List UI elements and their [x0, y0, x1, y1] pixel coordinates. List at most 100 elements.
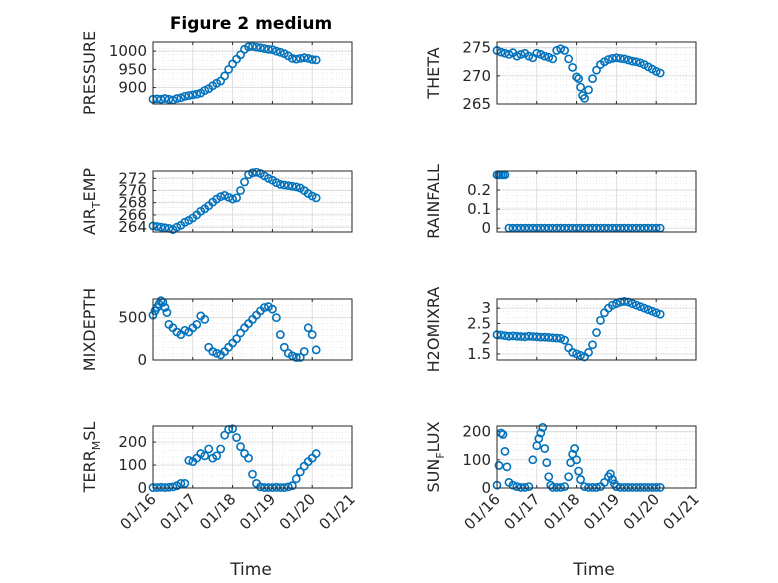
- data-point: [584, 347, 593, 357]
- data-point: [540, 332, 550, 342]
- data-point: [635, 302, 645, 312]
- x-tick-label: 01/19: [236, 490, 279, 533]
- axes-box: [152, 425, 353, 489]
- data-point: [560, 482, 570, 491]
- x-tick-label: 01/18: [196, 490, 239, 533]
- data-point: [232, 433, 241, 442]
- data-point: [184, 456, 194, 465]
- data-point: [619, 297, 629, 306]
- axes-box: [496, 298, 697, 361]
- subplot-4: 00.10.2 RAINFALL: [424, 164, 697, 239]
- y-tick-label: 275: [462, 39, 491, 57]
- y-axis-label: RAINFALL: [424, 164, 443, 239]
- data-point: [612, 299, 621, 308]
- data-point: [655, 309, 665, 319]
- data-point: [536, 428, 546, 438]
- y-tick-label: 950: [118, 60, 147, 78]
- data-point: [584, 85, 593, 95]
- data-point: [303, 323, 313, 333]
- x-tick-label: 01/18: [540, 490, 583, 533]
- data-point: [232, 193, 241, 203]
- data-point: [512, 482, 522, 491]
- y-axis-label-main: PRESSURE: [80, 31, 99, 115]
- x-tick-label: 01/20: [620, 490, 663, 533]
- figure-title: Figure 2 medium: [170, 14, 332, 34]
- data-point: [508, 331, 518, 341]
- data-point: [164, 482, 174, 492]
- axes-box: [496, 170, 697, 233]
- data-point: [275, 47, 285, 57]
- data-point: [572, 349, 581, 359]
- y-tick-label: 0: [137, 351, 147, 369]
- data-point: [192, 89, 202, 99]
- y-tick-label: 270: [462, 67, 491, 85]
- data-point: [279, 342, 289, 352]
- data-point: [303, 54, 313, 63]
- data-point: [494, 461, 504, 470]
- data-point: [512, 331, 522, 341]
- data-point: [574, 466, 583, 476]
- data-point: [228, 194, 237, 204]
- data-point: [560, 335, 570, 345]
- data-point: [568, 62, 578, 72]
- data-point: [564, 54, 574, 64]
- y-tick-label: 100: [118, 456, 147, 474]
- data-point: [604, 55, 613, 64]
- data-point: [260, 303, 269, 312]
- data-point: [212, 348, 222, 358]
- y-tick-label: 272: [118, 169, 147, 187]
- data-point: [275, 330, 285, 339]
- y-axis-label: AIRTEMP: [80, 168, 103, 235]
- data-point: [311, 55, 321, 65]
- data-point: [295, 467, 305, 477]
- data-point: [627, 56, 637, 66]
- y-tick-label: 0: [481, 219, 491, 237]
- y-tick-label: 270: [118, 182, 147, 200]
- data-point: [538, 423, 548, 432]
- data-point: [299, 53, 309, 63]
- axes-box: [496, 425, 697, 489]
- data-point: [576, 475, 585, 484]
- data-point: [180, 479, 190, 488]
- axes-box: [152, 41, 353, 105]
- y-axis-label-subscript: T: [90, 201, 103, 209]
- data-point: [220, 430, 230, 440]
- data-point: [580, 482, 589, 491]
- data-point: [580, 93, 589, 103]
- data-point: [180, 325, 190, 335]
- data-point: [592, 483, 601, 492]
- data-point: [524, 331, 534, 341]
- y-tick-label: 265: [462, 95, 491, 113]
- data-point: [172, 94, 182, 103]
- data-point: [623, 297, 633, 307]
- y-tick-label: 2.5: [467, 314, 491, 332]
- data-point: [236, 442, 245, 452]
- y-axis-label-main: AIR: [80, 208, 99, 235]
- data-point: [156, 222, 166, 232]
- data-point: [631, 300, 641, 310]
- y-axis-label-main: TERR: [80, 450, 99, 493]
- data-point: [256, 43, 265, 53]
- data-point: [248, 168, 257, 178]
- y-axis-label-subscript: M: [90, 441, 103, 451]
- data-point: [651, 483, 661, 492]
- data-point: [307, 55, 317, 64]
- data-point: [532, 48, 542, 58]
- data-point: [299, 347, 309, 356]
- y-axis-label-main: H2OMIXRA: [424, 287, 443, 373]
- data-point: [572, 72, 581, 82]
- y-tick-label: 200: [118, 433, 147, 451]
- y-tick-label: 1000: [109, 42, 147, 60]
- data-point: [287, 481, 297, 491]
- axes-box: [152, 170, 353, 233]
- data-point: [524, 482, 534, 491]
- data-point: [164, 94, 174, 104]
- data-point: [548, 54, 558, 64]
- y-tick-label: 2: [481, 330, 491, 348]
- x-tick-label: 01/19: [580, 490, 623, 533]
- data-point: [528, 332, 538, 341]
- data-point: [651, 308, 661, 318]
- data-point: [612, 482, 621, 491]
- y-tick-label: 0.2: [467, 181, 491, 199]
